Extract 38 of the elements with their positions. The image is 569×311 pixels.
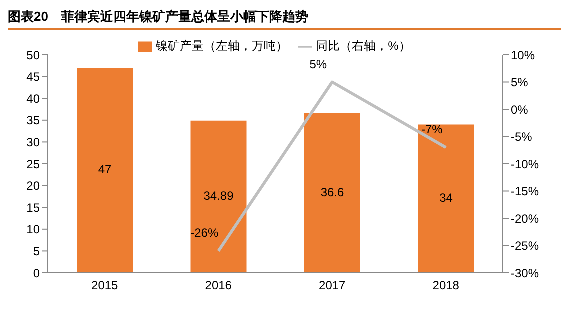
data-label: 36.6 xyxy=(320,185,344,200)
data-label: 47 xyxy=(98,162,112,177)
y2-tick-label: 0% xyxy=(511,102,529,117)
data-label: 34.89 xyxy=(204,189,234,204)
data-label: 5% xyxy=(310,57,328,72)
x-tick-label: 2018 xyxy=(432,278,460,293)
y2-tick-label: 5% xyxy=(511,76,529,90)
y-tick-label: 20 xyxy=(26,179,40,194)
x-tick-label: 2017 xyxy=(319,278,346,293)
y-tick-label: 25 xyxy=(26,157,40,172)
y-tick-label: 5 xyxy=(33,244,40,258)
y-tick-label: 15 xyxy=(26,200,40,215)
y-tick-label: 0 xyxy=(33,266,40,280)
x-tick-label: 2015 xyxy=(92,278,119,293)
data-label: 34 xyxy=(440,191,454,206)
legend-label: 镍矿产量（左轴，万吨） xyxy=(156,39,288,53)
y2-tick-label: -30% xyxy=(511,266,540,280)
x-tick-label: 2016 xyxy=(205,278,232,293)
bar xyxy=(190,120,247,273)
y2-tick-label: -10% xyxy=(511,157,540,172)
legend-label: 同比（右轴，%） xyxy=(316,39,411,53)
bar xyxy=(77,68,133,273)
y2-tick-label: 10% xyxy=(511,48,536,62)
y-tick-label: 50 xyxy=(26,48,40,62)
data-label: -7% xyxy=(421,122,444,137)
y-tick-label: 40 xyxy=(26,92,40,106)
y-tick-label: 45 xyxy=(26,70,40,84)
y2-tick-label: -5% xyxy=(511,130,533,144)
y-tick-label: 35 xyxy=(26,114,40,128)
y-tick-label: 30 xyxy=(26,135,40,150)
bar xyxy=(304,113,360,273)
y-tick-label: 10 xyxy=(26,222,40,237)
data-label: -26% xyxy=(190,226,219,240)
y2-tick-label: -20% xyxy=(511,212,540,226)
y2-tick-label: -25% xyxy=(511,239,540,254)
chart-title: 图表20 菲律宾近四年镍矿产量总体呈小幅下降趋势 xyxy=(8,8,561,30)
bar xyxy=(418,124,474,273)
y2-tick-label: -15% xyxy=(511,184,540,199)
